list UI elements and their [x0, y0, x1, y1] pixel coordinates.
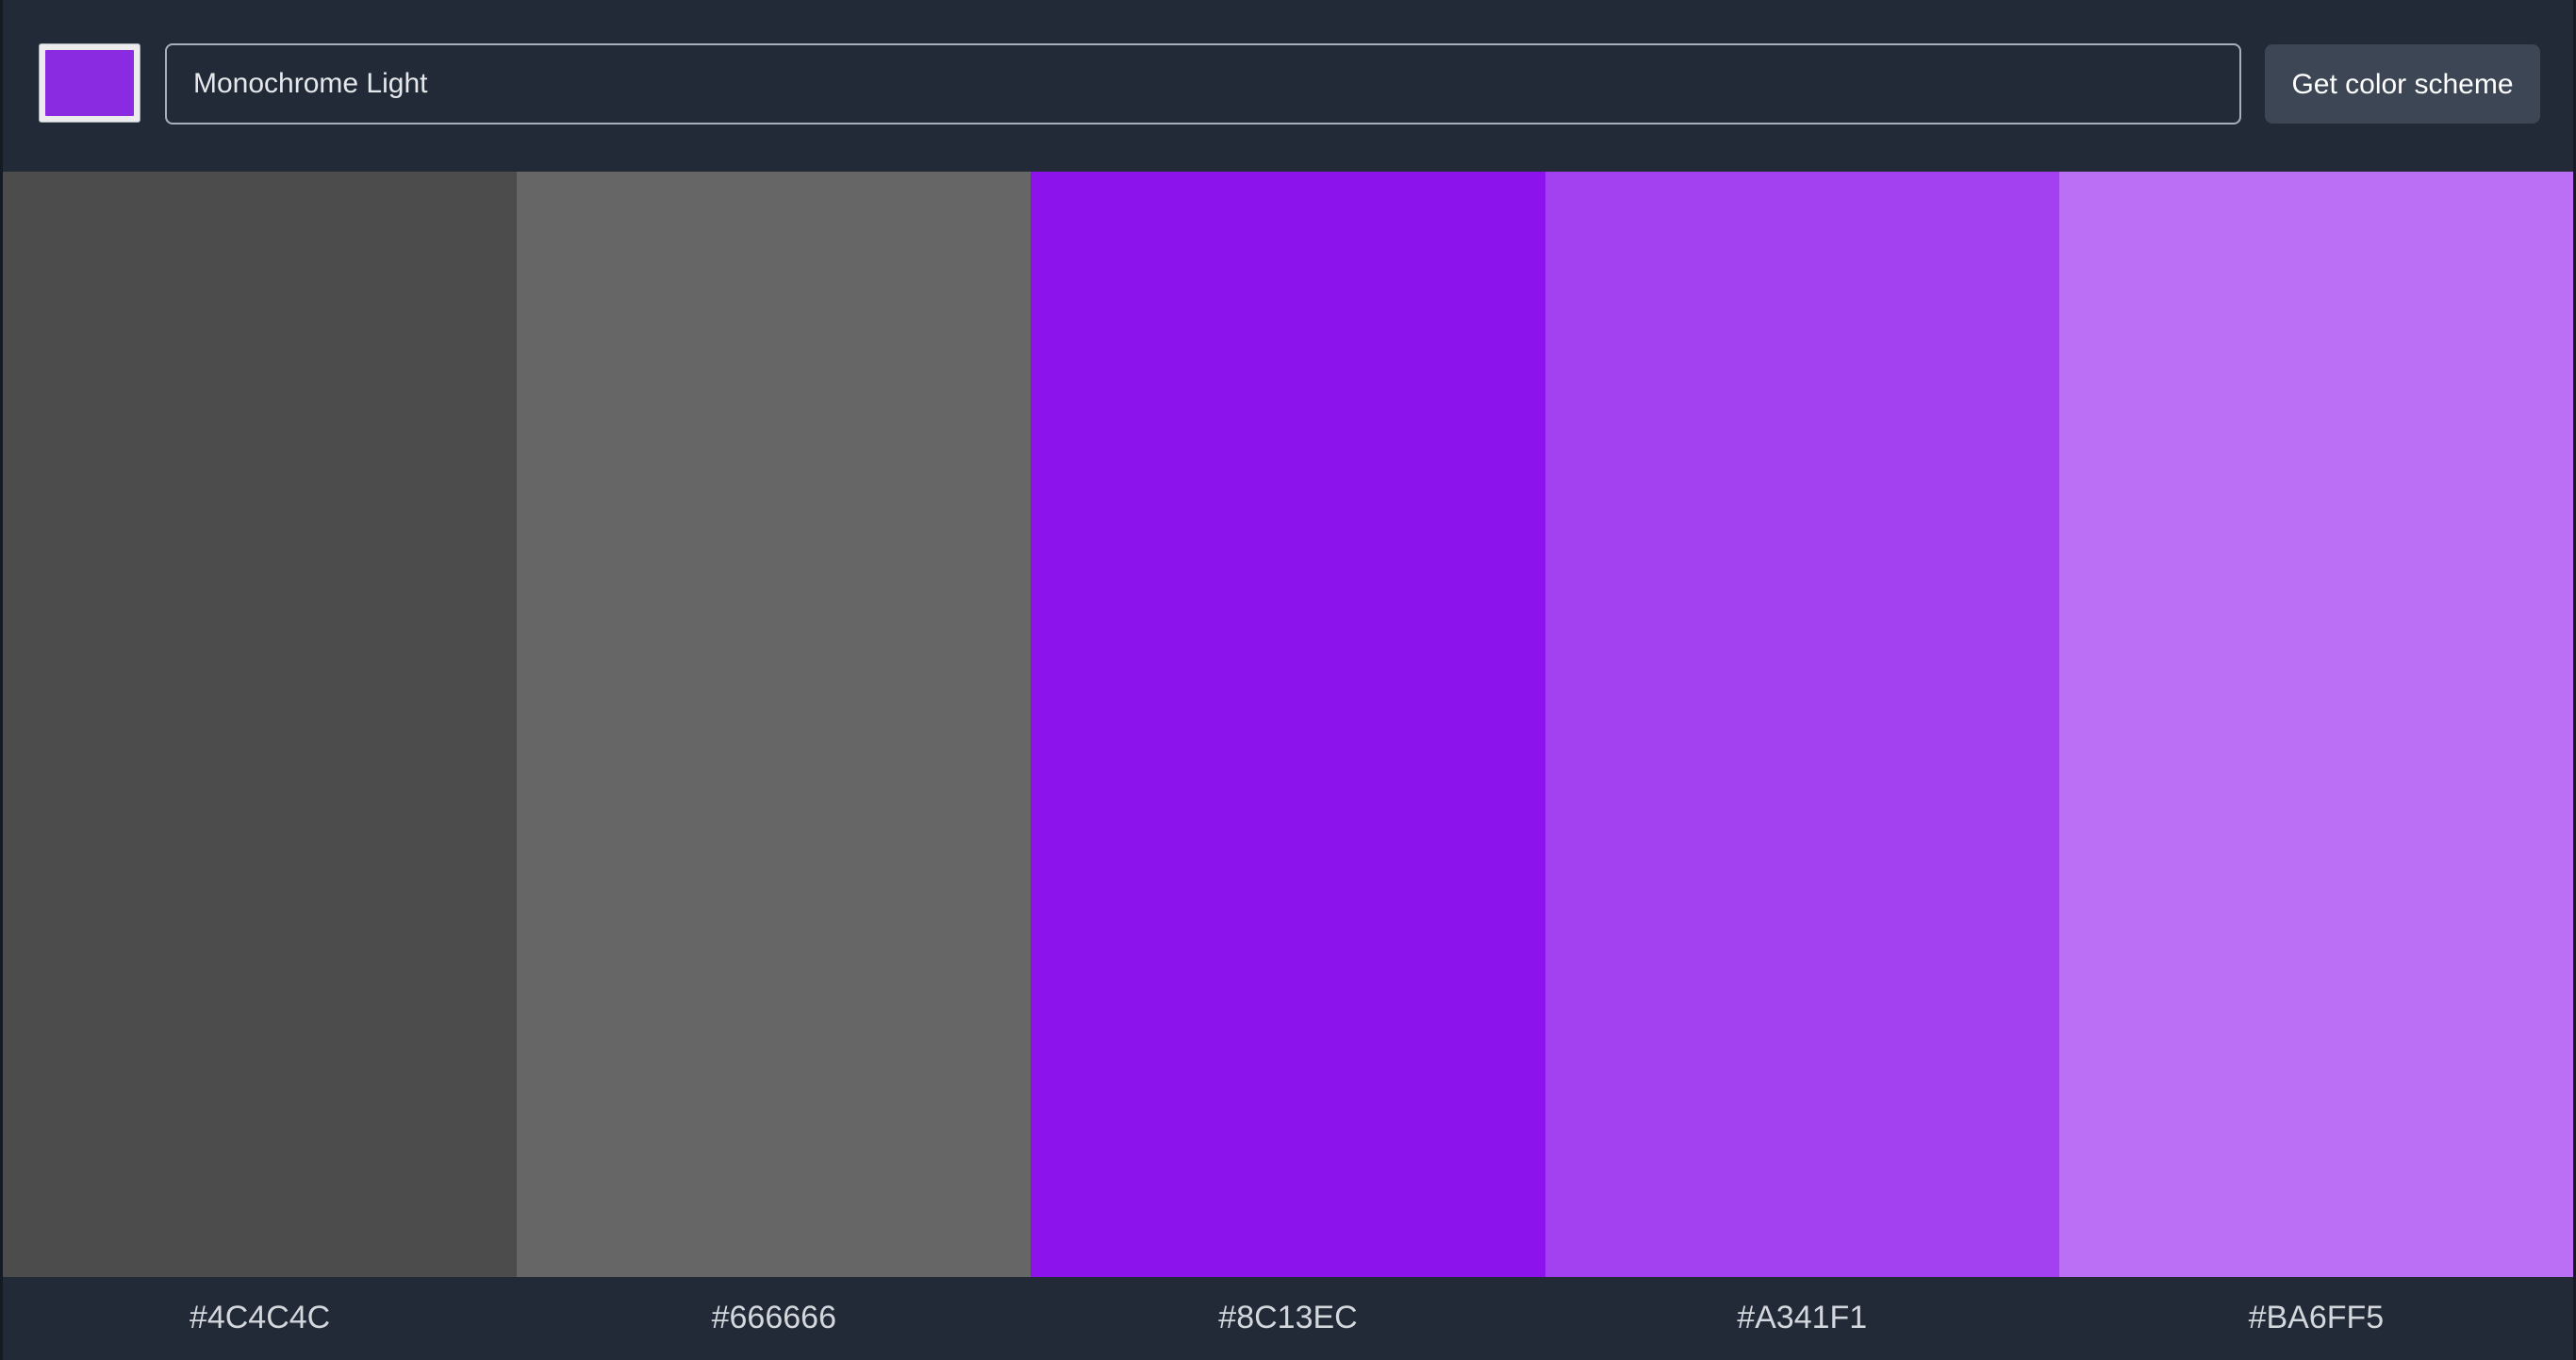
- hex-label-1[interactable]: #4C4C4C: [189, 1300, 331, 1335]
- hex-label-3[interactable]: #8C13EC: [1218, 1300, 1358, 1335]
- color-palette: [3, 172, 2574, 1277]
- palette-swatch-5[interactable]: [2058, 172, 2574, 1277]
- palette-swatch-3[interactable]: [1031, 172, 1545, 1277]
- hex-labels-row: #4C4C4C #666666 #8C13EC #A341F1 #BA6FF5: [3, 1277, 2573, 1360]
- hex-label-2[interactable]: #666666: [711, 1300, 836, 1335]
- scheme-mode-select[interactable]: Monochrome Light: [165, 43, 2241, 124]
- seed-color-swatch-icon: [45, 50, 134, 116]
- palette-swatch-1[interactable]: [3, 172, 518, 1277]
- toolbar: Monochrome Light Get color scheme: [3, 0, 2573, 172]
- get-color-scheme-button[interactable]: Get color scheme: [2265, 44, 2540, 124]
- palette-swatch-2[interactable]: [517, 172, 1032, 1277]
- hex-label-5[interactable]: #BA6FF5: [2248, 1300, 2385, 1335]
- palette-swatch-4[interactable]: [1544, 172, 2059, 1277]
- hex-label-4[interactable]: #A341F1: [1737, 1300, 1868, 1335]
- seed-color-picker[interactable]: [39, 43, 140, 123]
